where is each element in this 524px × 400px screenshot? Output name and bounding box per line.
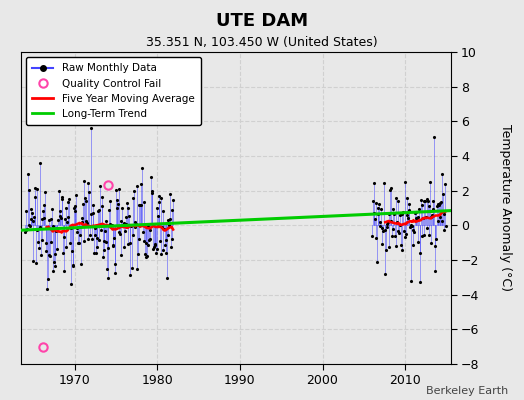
Legend: Raw Monthly Data, Quality Control Fail, Five Year Moving Average, Long-Term Tren: Raw Monthly Data, Quality Control Fail, … — [26, 57, 201, 125]
Text: UTE DAM: UTE DAM — [216, 12, 308, 30]
Y-axis label: Temperature Anomaly (°C): Temperature Anomaly (°C) — [499, 124, 512, 292]
Text: 35.351 N, 103.450 W (United States): 35.351 N, 103.450 W (United States) — [146, 36, 378, 49]
Text: Berkeley Earth: Berkeley Earth — [426, 386, 508, 396]
